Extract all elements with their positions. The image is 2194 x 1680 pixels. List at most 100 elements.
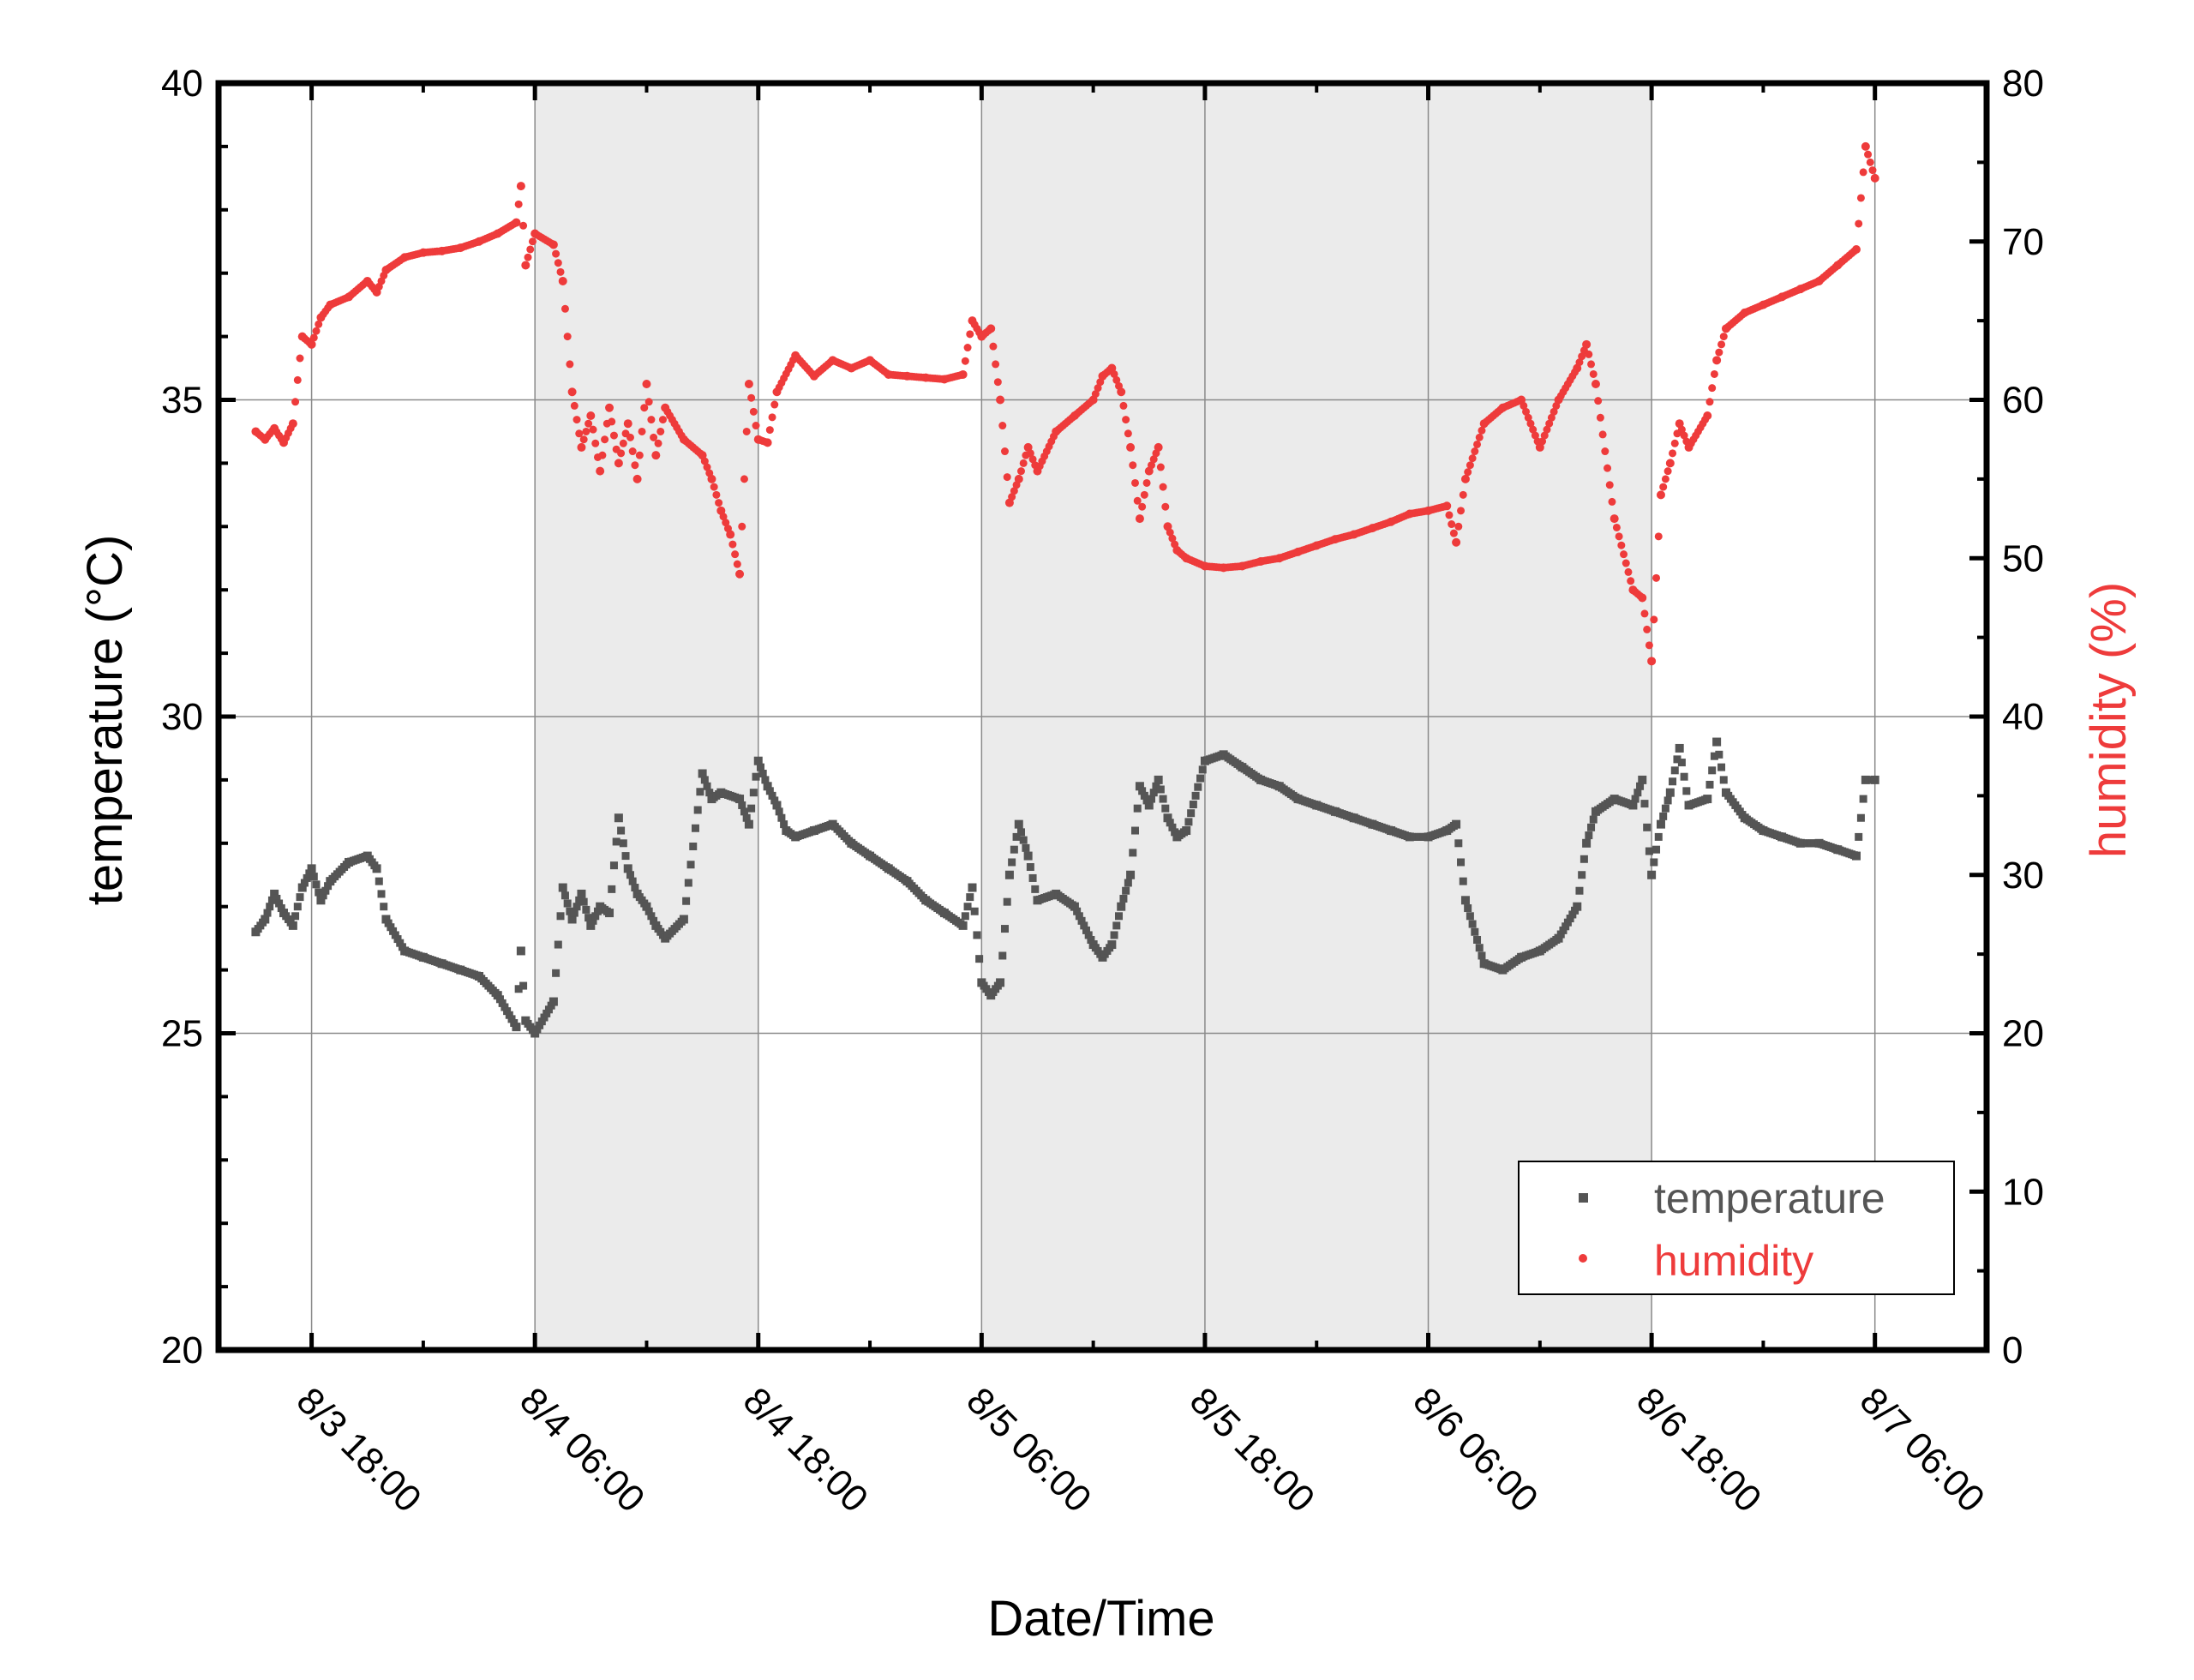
temperature-point [1082, 926, 1090, 934]
humidity-point [1003, 473, 1011, 482]
temperature-point [1661, 804, 1669, 813]
y-right-tick-label-2: 20 [2002, 1013, 2044, 1055]
humidity-point [1471, 447, 1479, 456]
humidity-point [642, 380, 651, 389]
temperature-point [1677, 759, 1686, 767]
humidity-point [1094, 384, 1102, 393]
temperature-point [744, 819, 753, 829]
humidity-point [733, 560, 741, 568]
humidity-point [1110, 369, 1118, 378]
humidity-point [740, 475, 748, 483]
temperature-point [1166, 819, 1174, 827]
temperature-point [1140, 791, 1148, 800]
temperature-point [1142, 796, 1151, 805]
humidity-point [1457, 507, 1466, 515]
temperature-point [1719, 776, 1728, 784]
temperature-point [263, 909, 272, 917]
temperature-point [266, 903, 274, 911]
temperature-point [628, 877, 637, 885]
humidity-point [516, 182, 525, 191]
temperature-point [1587, 823, 1596, 831]
humidity-point [1126, 442, 1136, 452]
humidity-point [1466, 461, 1474, 470]
temperature-point [1573, 902, 1582, 911]
temperature-point [1634, 789, 1642, 797]
temperature-point [631, 884, 639, 892]
humidity-point [528, 237, 537, 246]
y-left-tick-label-0: 20 [161, 1329, 203, 1371]
temperature-point [519, 981, 528, 990]
temperature-point [682, 897, 691, 905]
humidity-point [749, 407, 758, 416]
humidity-point [556, 267, 565, 276]
temperature-point [593, 907, 602, 915]
y-right-tick-label-7: 70 [2002, 221, 2044, 263]
left-axis-title: temperature (°C) [77, 535, 133, 906]
temperature-point [1080, 921, 1088, 930]
temperature-point [1087, 935, 1095, 944]
temperature-point [1582, 838, 1592, 848]
humidity-point [656, 427, 665, 435]
humidity-point [1864, 150, 1873, 159]
temperature-point [756, 763, 764, 771]
temperature-point [1628, 801, 1638, 810]
humidity-point [1677, 425, 1686, 434]
temperature-point [1133, 804, 1142, 813]
temperature-point [608, 885, 616, 893]
humidity-point [1645, 641, 1653, 650]
humidity-point [1448, 520, 1456, 529]
temperature-point [642, 902, 651, 911]
temperature-point [391, 931, 399, 939]
humidity-point [1712, 356, 1722, 365]
temperature-point [570, 909, 578, 917]
temperature-point [503, 1007, 512, 1016]
temperature-point [305, 869, 314, 878]
temperature-point [1148, 795, 1156, 803]
humidity-point [715, 499, 723, 507]
humidity-point [1135, 514, 1144, 524]
temperature-point [572, 903, 581, 911]
temperature-point [372, 864, 381, 873]
humidity-point [1715, 348, 1723, 357]
temperature-point [307, 864, 316, 873]
humidity-point [632, 474, 642, 483]
humidity-point [598, 451, 607, 459]
temperature-point [1568, 910, 1577, 919]
humidity-point [628, 447, 637, 456]
temperature-point [1703, 795, 1712, 804]
temperature-point [623, 864, 632, 873]
temperature-point [384, 919, 393, 927]
humidity-point [654, 439, 662, 447]
humidity-point [1855, 219, 1863, 228]
humidity-point [731, 550, 740, 559]
temperature-point [1464, 904, 1472, 913]
humidity-point [1522, 407, 1531, 416]
humidity-point [650, 433, 658, 441]
temperature-point [577, 889, 586, 898]
temperature-point [575, 896, 584, 904]
temperature-point [1654, 832, 1663, 841]
temperature-point [1014, 819, 1023, 829]
humidity-point [579, 435, 588, 444]
humidity-point [1156, 463, 1165, 471]
humidity-point [1459, 490, 1467, 499]
temperature-point [558, 883, 567, 892]
legend-marker-humidity [1579, 1254, 1587, 1263]
temperature-point [1473, 935, 1482, 944]
humidity-point [1861, 141, 1870, 151]
temperature-point [514, 985, 523, 993]
temperature-point [584, 914, 593, 922]
humidity-point [1710, 369, 1718, 378]
humidity-point [1473, 440, 1482, 448]
humidity-point [1608, 497, 1616, 506]
humidity-point [647, 416, 656, 424]
temperature-point [761, 776, 770, 784]
temperature-point [1643, 823, 1651, 831]
humidity-point [1604, 464, 1612, 472]
temperature-point [1171, 828, 1179, 837]
temperature-point [1187, 809, 1196, 818]
humidity-point [998, 422, 1007, 430]
temperature-point [1161, 804, 1170, 813]
temperature-point [315, 888, 323, 897]
humidity-point [1587, 360, 1596, 369]
